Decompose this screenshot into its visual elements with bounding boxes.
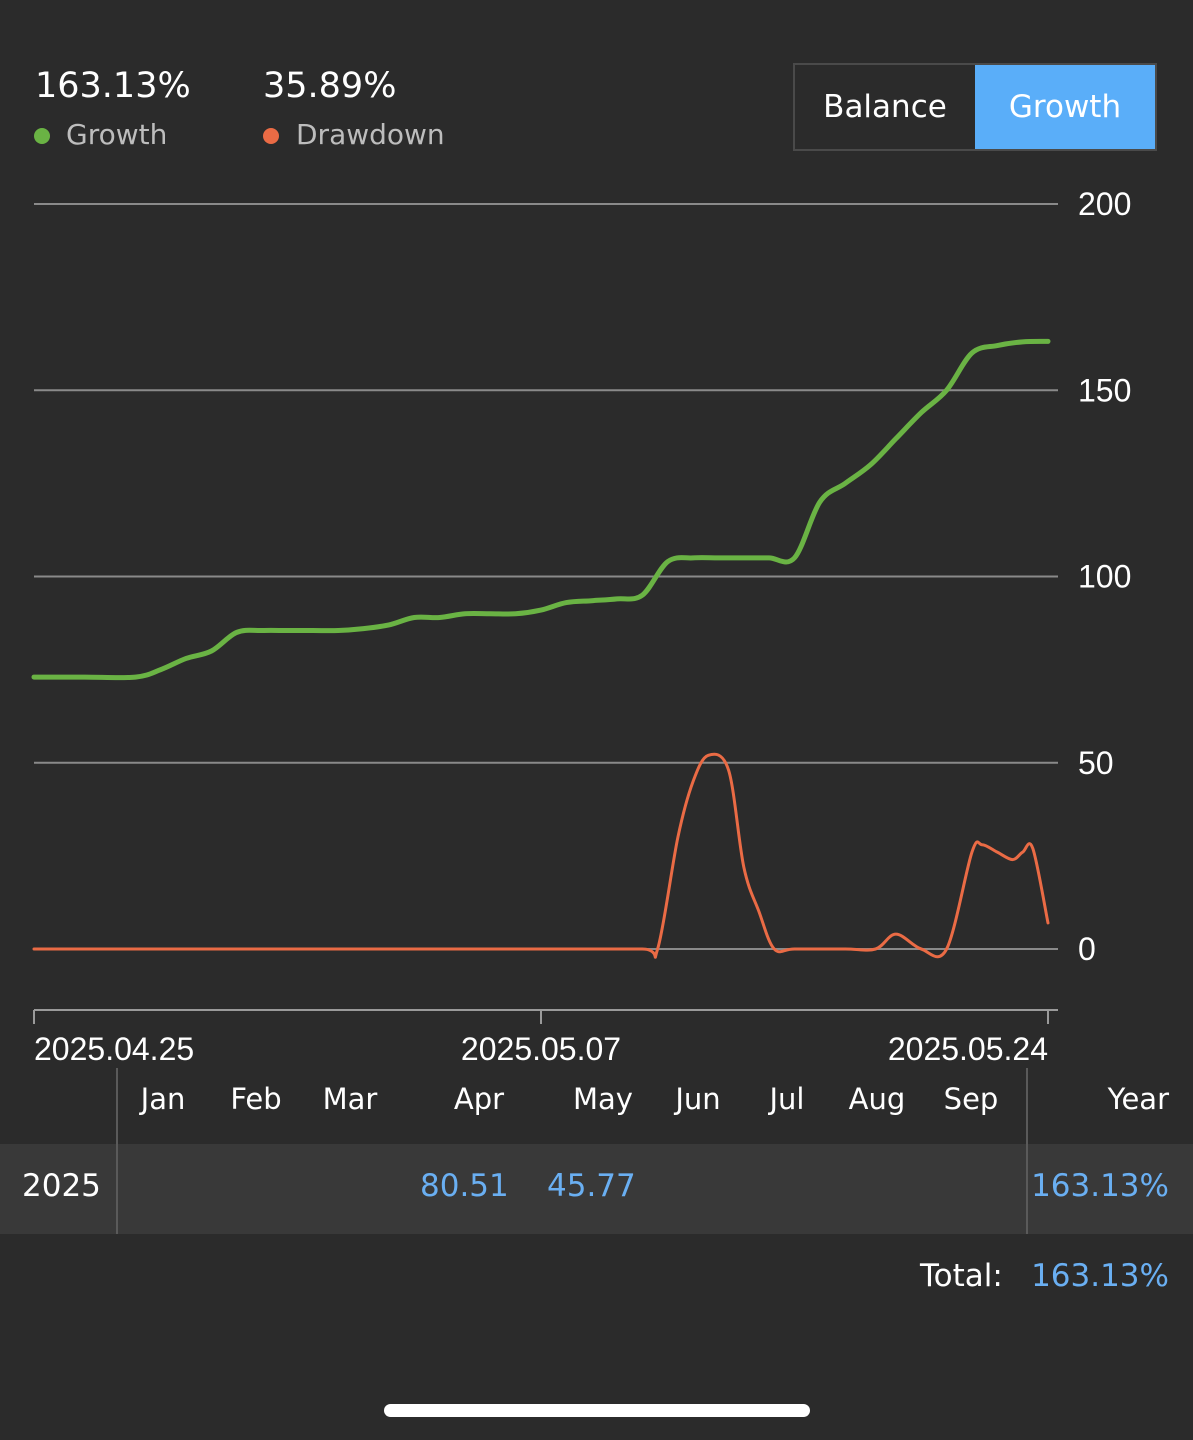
y-tick-label-0: 0 xyxy=(1078,931,1096,967)
cell-apr-value[interactable]: 80.51 xyxy=(420,1168,509,1204)
chart-mode-toggle: Balance Growth xyxy=(793,63,1157,151)
y-tick-label-200: 200 xyxy=(1078,186,1131,222)
growth-label: Growth xyxy=(66,118,168,151)
row-divider-right xyxy=(1026,1144,1028,1234)
table-row xyxy=(0,1144,1193,1234)
year-header: Year xyxy=(1107,1082,1169,1116)
x-tick-label-0: 2025.04.25 xyxy=(34,1031,194,1067)
month-header-jun: Jun xyxy=(675,1082,721,1116)
series-line-drawdown xyxy=(32,752,1050,959)
y-tick-label-100: 100 xyxy=(1078,559,1131,595)
cell-year-total[interactable]: 163.13% xyxy=(1031,1168,1169,1204)
row-year: 2025 xyxy=(22,1168,101,1204)
y-tick-label-50: 50 xyxy=(1078,745,1114,781)
drawdown-legend-dot xyxy=(263,128,279,144)
growth-value: 163.13% xyxy=(35,66,191,106)
x-tick-label-1: 2025.05.07 xyxy=(461,1031,621,1067)
growth-chart: 200 150 100 50 0 2025.04.25 2025.05.07 2025.05.… xyxy=(31,186,1131,1067)
x-tick-label-2: 2025.05.24 xyxy=(888,1031,1048,1067)
balance-button[interactable]: Balance xyxy=(823,89,947,125)
month-header-jul: Jul xyxy=(769,1082,805,1116)
y-tick-label-150: 150 xyxy=(1078,372,1131,408)
drawdown-label: Drawdown xyxy=(296,118,445,151)
drawdown-value: 35.89% xyxy=(263,66,397,106)
month-header-feb: Feb xyxy=(230,1082,282,1116)
month-header-jan: Jan xyxy=(140,1082,186,1116)
growth-legend-dot xyxy=(34,128,50,144)
total-value: 163.13% xyxy=(1031,1258,1169,1294)
row-divider-left xyxy=(116,1144,118,1234)
month-header-aug: Aug xyxy=(848,1082,906,1116)
series-line-growth xyxy=(31,338,1051,681)
home-indicator xyxy=(384,1404,810,1417)
month-header-mar: Mar xyxy=(322,1082,378,1116)
month-header-sep: Sep xyxy=(943,1082,999,1116)
cell-may-value[interactable]: 45.77 xyxy=(547,1168,636,1204)
growth-button[interactable]: Growth xyxy=(975,65,1155,149)
month-header-apr: Apr xyxy=(453,1082,505,1116)
total-label: Total: xyxy=(920,1258,1003,1294)
month-header-may: May xyxy=(573,1082,633,1116)
